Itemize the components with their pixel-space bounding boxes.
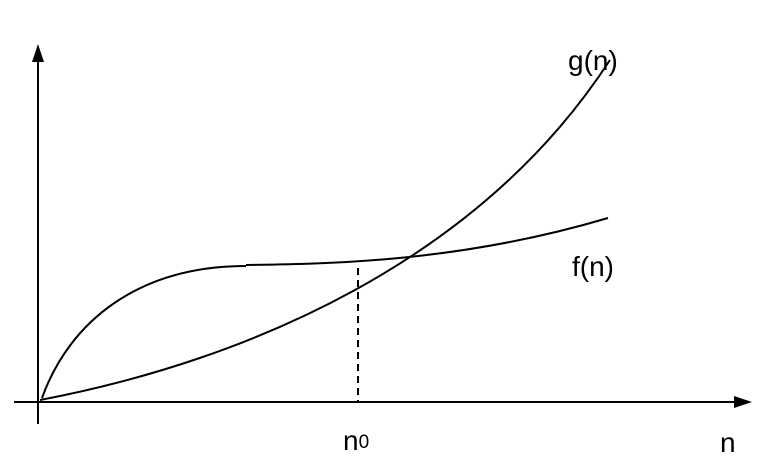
y-axis-arrow <box>32 44 44 62</box>
x-axis-arrow <box>734 396 752 408</box>
g-curve <box>39 59 611 401</box>
f-curve-flat <box>245 217 609 266</box>
threshold-label-subscript: 0 <box>359 432 370 453</box>
g-curve-label: g(n) <box>568 45 618 76</box>
threshold-label: n0 <box>343 425 369 456</box>
f-curve-label: f(n) <box>572 251 614 282</box>
threshold-label-base: n <box>343 425 359 456</box>
f-curve-rising <box>41 265 247 399</box>
x-axis-label: n <box>720 427 736 458</box>
